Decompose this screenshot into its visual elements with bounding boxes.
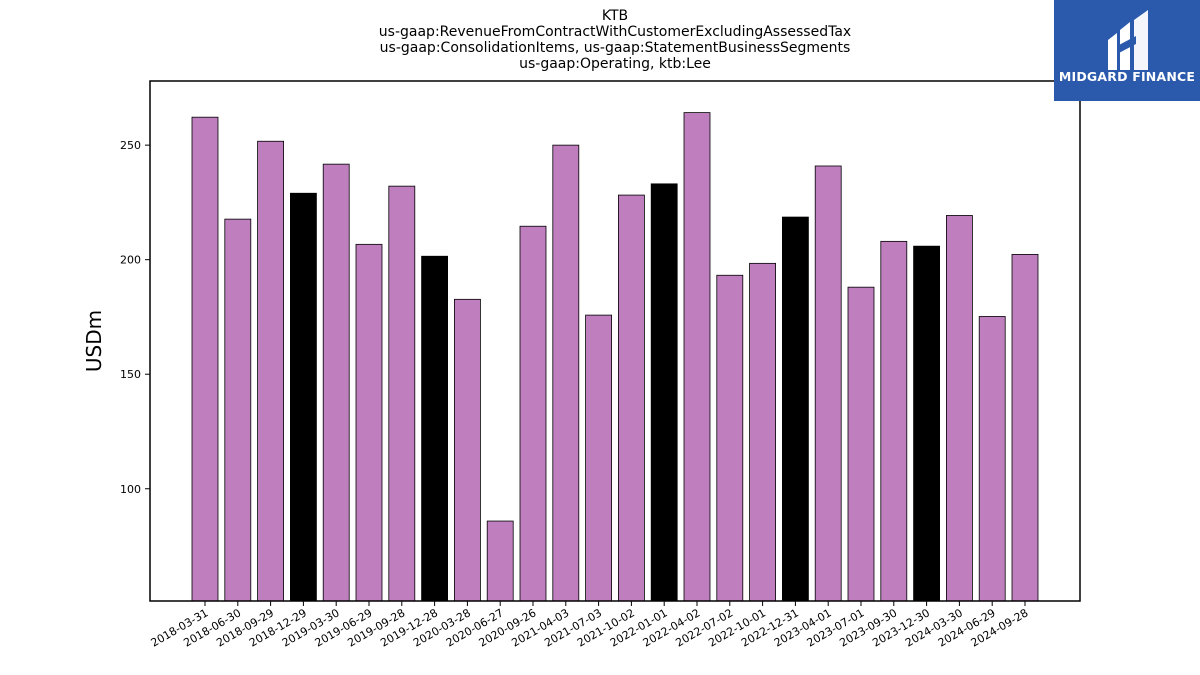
bar-2018-03-31 — [191, 116, 219, 602]
bar-2022-12-31 — [782, 216, 809, 602]
bar-2018-12-29 — [289, 192, 317, 602]
bar-2019-09-28 — [388, 185, 416, 602]
logo-text: MIDGARD FINANCE — [1059, 69, 1195, 84]
chart-title: KTB us-gaap:RevenueFromContractWithCusto… — [379, 8, 851, 72]
y-tick-label-250: 250 — [120, 139, 141, 152]
bar-2020-06-27 — [486, 520, 514, 602]
x-axis: 2018-03-312018-06-302018-09-292018-12-29… — [149, 601, 1031, 650]
chart-title-line-2: us-gaap:RevenueFromContractWithCustomerE… — [379, 24, 851, 40]
bar-2023-04-01 — [814, 165, 842, 602]
bar-2023-12-30 — [913, 245, 940, 602]
bar-2021-07-03 — [585, 314, 612, 602]
bar-2024-03-30 — [946, 215, 973, 602]
bar-2023-07-01 — [847, 286, 875, 602]
bar-2020-09-26 — [519, 225, 547, 602]
bar-2021-10-02 — [618, 194, 645, 602]
y-axis-label: USDm — [82, 310, 106, 372]
chart-title-line-3: us-gaap:ConsolidationItems, us-gaap:Stat… — [380, 40, 851, 56]
bar-2021-04-03 — [552, 144, 580, 602]
bar-2023-09-30 — [880, 240, 908, 602]
chart-title-line-1: KTB — [602, 8, 628, 24]
y-tick-label-200: 200 — [120, 254, 141, 267]
bar-2018-09-29 — [257, 140, 285, 602]
y-axis: 100 150 200 250 — [120, 139, 150, 496]
bar-series — [191, 112, 1039, 602]
bar-2024-06-29 — [978, 316, 1006, 602]
logo-mark-icon — [1108, 10, 1148, 70]
bar-2018-06-30 — [224, 218, 252, 602]
chart-title-line-4: us-gaap:Operating, ktb:Lee — [519, 56, 711, 72]
bar-2024-09-28 — [1011, 254, 1039, 602]
bar-2022-07-02 — [716, 274, 744, 602]
bar-2019-03-30 — [322, 163, 350, 602]
bar-2022-01-01 — [650, 183, 678, 602]
midgard-finance-logo: MIDGARD FINANCE — [1054, 0, 1200, 101]
plot-frame — [149, 80, 1081, 602]
bar-2020-03-28 — [453, 298, 481, 602]
y-tick-label-150: 150 — [120, 368, 141, 381]
bar-2019-06-29 — [355, 243, 383, 602]
bar-2019-12-28 — [421, 255, 449, 602]
y-tick-label-100: 100 — [120, 483, 141, 496]
bar-2022-10-01 — [749, 262, 776, 602]
bar-2022-04-02 — [683, 112, 711, 602]
